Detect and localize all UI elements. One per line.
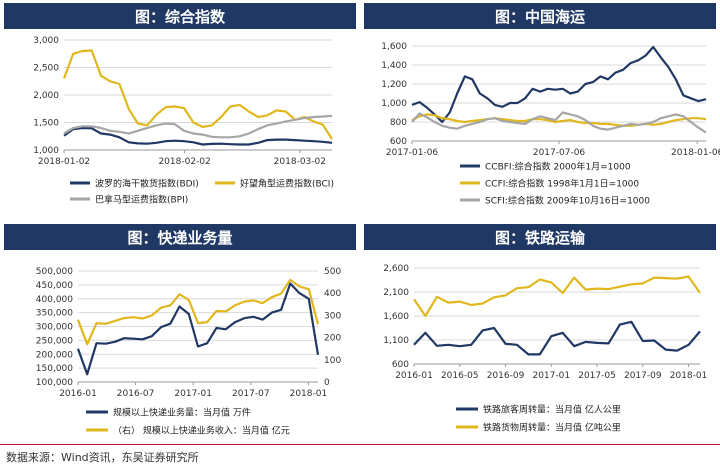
x-tick-label: 2018-02-02 xyxy=(158,157,210,167)
x-tick-label: 2018-03-02 xyxy=(274,157,326,167)
chart-composite-index: 1,000 1,500 2,000 2,500 3,000 2018-01-02 2018-… xyxy=(33,36,334,206)
series-line xyxy=(63,114,333,139)
x-tick-label: 2018-01 xyxy=(290,389,328,399)
legend-label: 波罗的海干散货指数(BDI) xyxy=(95,178,199,190)
y-tick-label: 1,600 xyxy=(383,312,409,322)
chart-title: 图：快递业务量 xyxy=(4,224,356,250)
footer-divider xyxy=(0,444,720,445)
series-line xyxy=(411,113,707,127)
legend-label: 铁路货物周转量：当月值 亿吨公里 xyxy=(483,422,621,434)
x-tick-label: 2016-09 xyxy=(487,371,525,381)
chart-title: 图：中国海运 xyxy=(364,3,716,29)
x-tick-label: 2016-05 xyxy=(441,371,479,381)
y-tick-label: 600 xyxy=(390,137,407,147)
series-line xyxy=(411,111,707,134)
chart-title: 图：铁路运输 xyxy=(364,224,716,250)
x-tick-label: 2017-01-06 xyxy=(386,148,439,158)
y-tick-label: 200,000 xyxy=(36,350,73,360)
chart-title: 图：综合指数 xyxy=(4,3,356,29)
legend-label: SCFI:综合指数 2009年10月16日=1000 xyxy=(485,195,650,207)
data-source: 数据来源：Wind资讯，东吴证券研究所 xyxy=(6,451,199,464)
y-tick-label: 1,000 xyxy=(381,99,407,109)
y-tick-label: 150,000 xyxy=(36,364,73,374)
y-tick-label-right: 400 xyxy=(324,289,341,299)
panel-express-volume: 图：快递业务量 100,000 150,000 200,000 250,000 300,… xyxy=(0,222,360,444)
series-line xyxy=(76,282,320,376)
y-tick-label: 250,000 xyxy=(36,336,73,346)
y-tick-label: 100,000 xyxy=(36,378,73,388)
y-tick-label: 600 xyxy=(392,360,409,370)
chart-china-shipping: 600 800 1,000 1,200 1,400 1,600 2017-01-06 2017… xyxy=(381,42,720,207)
legend-label: 规模以上快递业务量：当月值 万件 xyxy=(113,407,251,419)
panel-china-shipping: 图：中国海运 600 800 1,000 1,200 1,400 1,600 2017-01… xyxy=(360,0,720,215)
y-tick-label-right: 0 xyxy=(324,378,330,388)
y-tick-label: 1,100 xyxy=(383,336,409,346)
x-tick-label: 2018-01 xyxy=(670,371,708,381)
panel-composite-index: 图：综合指数 1,000 1,500 2,000 2,500 3,000 2018-01-… xyxy=(0,0,360,215)
series-line xyxy=(63,126,333,146)
y-tick-label-right: 200 xyxy=(324,334,341,344)
y-tick-label: 450,000 xyxy=(36,281,73,291)
y-tick-label: 2,100 xyxy=(383,288,409,298)
x-tick-label: 2016-01 xyxy=(395,371,433,381)
series-line xyxy=(413,275,701,318)
series-line xyxy=(411,45,707,124)
panel-railway-transport: 图：铁路运输 600 1,100 1,600 2,100 2,600 2016-01 201… xyxy=(360,222,720,444)
y-tick-label-right: 500 xyxy=(324,267,341,277)
series-line xyxy=(413,320,701,356)
y-tick-label: 300,000 xyxy=(36,323,73,333)
y-tick-label-right: 100 xyxy=(324,356,341,366)
y-tick-label: 1,400 xyxy=(381,61,407,71)
y-tick-label: 1,200 xyxy=(381,80,407,90)
y-tick-label: 400,000 xyxy=(36,295,73,305)
legend-label: 好望角型运费指数(BCI) xyxy=(240,178,334,190)
x-tick-label: 2017-07-06 xyxy=(533,148,586,158)
y-tick-label: 800 xyxy=(390,118,407,128)
y-tick-label: 2,000 xyxy=(33,91,59,101)
x-tick-label: 2016-07 xyxy=(117,389,155,399)
chart-express-volume: 100,000 150,000 200,000 250,000 300,000 350,0… xyxy=(36,267,342,437)
x-tick-label: 2018-01-06 xyxy=(671,148,720,158)
chart-railway-transport: 600 1,100 1,600 2,100 2,600 2016-01 2016-05 201… xyxy=(383,264,708,434)
y-tick-label: 2,600 xyxy=(383,264,409,274)
x-tick-label: 2018-01-02 xyxy=(38,157,90,167)
y-tick-label: 1,500 xyxy=(33,119,59,129)
legend-label: （右） 规模以上快递业务收入：当月值 亿元 xyxy=(113,425,290,437)
y-tick-label: 500,000 xyxy=(36,267,73,277)
x-tick-label: 2017-01 xyxy=(174,389,212,399)
x-tick-label: 2017-05 xyxy=(578,371,616,381)
series-line xyxy=(76,278,320,346)
y-tick-label: 2,500 xyxy=(33,64,59,74)
legend-label: 巴拿马型运费指数(BPI) xyxy=(95,194,188,206)
x-tick-label: 2017-01 xyxy=(532,371,570,381)
legend-label: 铁路旅客周转量：当月值 亿人公里 xyxy=(483,404,621,416)
series-line xyxy=(62,49,333,140)
y-tick-label: 1,600 xyxy=(381,42,407,52)
legend-label: CCBFI:综合指数 2000年1月=1000 xyxy=(485,161,631,173)
x-tick-label: 2016-01 xyxy=(59,389,97,399)
legend-label: CCFI:综合指数 1998年1月1日=1000 xyxy=(485,178,639,190)
x-tick-label: 2017-09 xyxy=(624,371,662,381)
y-tick-label: 350,000 xyxy=(36,309,73,319)
y-tick-label: 1,000 xyxy=(33,146,59,156)
x-tick-label: 2017-07 xyxy=(232,389,270,399)
y-tick-label: 3,000 xyxy=(33,36,59,46)
y-tick-label-right: 300 xyxy=(324,311,341,321)
